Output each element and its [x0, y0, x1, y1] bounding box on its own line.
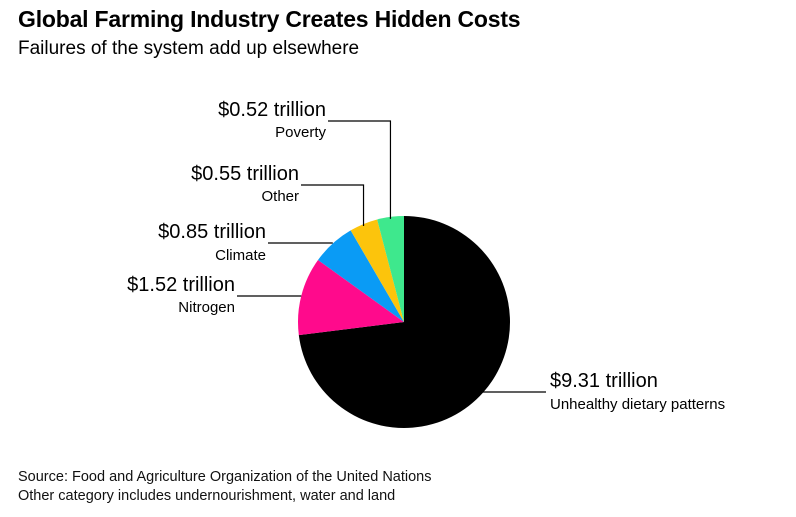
label-group-poverty: $0.52 trillion Poverty: [218, 99, 392, 219]
value-label-climate: $0.85 trillion: [158, 221, 266, 243]
category-label-other: Other: [261, 188, 299, 205]
pie-slice-nitrogen: [298, 260, 404, 336]
leader-line-poverty: [328, 120, 392, 219]
category-label-poverty: Poverty: [275, 124, 326, 141]
pie-slice-climate: [318, 230, 404, 322]
category-label-unhealthy-dietary-patterns: Unhealthy dietary patterns: [550, 396, 725, 413]
value-label-unhealthy-dietary-patterns: $9.31 trillion: [550, 370, 658, 392]
source-note: Source: Food and Agriculture Organizatio…: [18, 468, 432, 506]
value-label-nitrogen: $1.52 trillion: [127, 274, 235, 296]
label-group-unhealthy-dietary-patterns: $9.31 trillion Unhealthy dietary patterns: [481, 370, 725, 413]
chart-title: Global Farming Industry Creates Hidden C…: [18, 6, 521, 32]
pie-slice-poverty: [377, 216, 404, 322]
label-group-other: $0.55 trillion Other: [191, 163, 365, 227]
category-label-nitrogen: Nitrogen: [178, 299, 235, 316]
value-label-poverty: $0.52 trillion: [218, 99, 326, 121]
leader-line-other: [301, 184, 365, 227]
label-group-climate: $0.85 trillion Climate: [158, 221, 333, 264]
label-group-nitrogen: $1.52 trillion Nitrogen: [127, 274, 302, 316]
pie-slice-other: [350, 219, 404, 322]
chart-subtitle: Failures of the system add up elsewhere: [18, 38, 360, 59]
category-label-climate: Climate: [215, 247, 266, 264]
pie-slice-unhealthy-dietary-patterns: [298, 216, 510, 428]
note-line: Other category includes undernourishment…: [18, 488, 396, 504]
source-line: Source: Food and Agriculture Organizatio…: [18, 469, 432, 485]
value-label-other: $0.55 trillion: [191, 163, 299, 185]
